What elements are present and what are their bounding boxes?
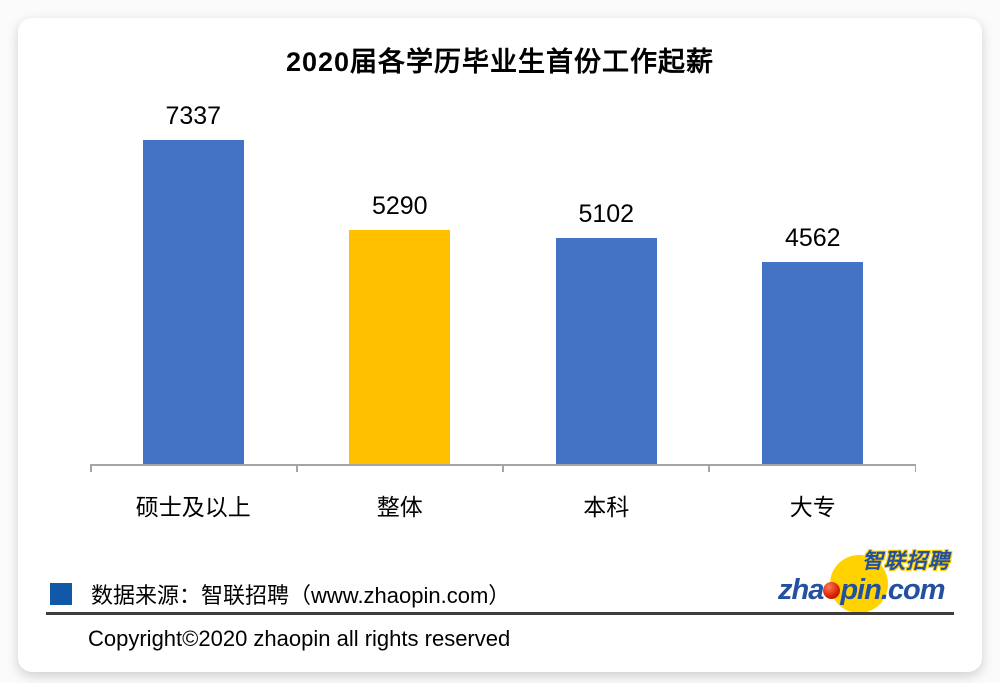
bar-group-college: 4562 xyxy=(710,226,917,464)
bar xyxy=(555,238,657,464)
logo-cn-text: 智联招聘 xyxy=(862,550,950,573)
category-label: 大专 xyxy=(789,494,836,520)
axis-tick xyxy=(502,466,504,472)
bar xyxy=(142,140,244,464)
axis-tick xyxy=(914,466,916,472)
logo-red-ball-icon xyxy=(823,582,841,599)
plot-area: 7337 5290 5102 4562 xyxy=(90,104,917,466)
zhaopin-logo: 智联招聘 zha pin.com xyxy=(778,545,950,613)
bar-chart: 7337 5290 5102 4562 硕士及以上 xyxy=(90,104,917,522)
chart-card: 2020届各学历毕业生首份工作起薪 7337 5290 5102 4562 xyxy=(18,18,982,672)
category-label: 硕士及以上 xyxy=(135,494,251,520)
legend-swatch-icon xyxy=(50,583,72,605)
bar-group-masters: 7337 xyxy=(90,104,297,464)
bar xyxy=(762,262,864,464)
value-label: 5290 xyxy=(371,192,428,220)
logo-en-text: zha pin.com xyxy=(778,574,946,606)
bar-group-overall: 5290 xyxy=(297,194,504,464)
chart-title: 2020届各学历毕业生首份工作起薪 xyxy=(285,47,715,77)
logo-en-suffix: pin.com xyxy=(840,574,945,606)
axis-tick xyxy=(90,466,92,472)
category-label: 整体 xyxy=(376,494,423,520)
value-label: 7337 xyxy=(165,102,222,130)
value-label: 5102 xyxy=(578,200,635,228)
bar xyxy=(349,230,451,464)
x-axis-labels: 硕士及以上 整体 本科 大专 xyxy=(90,488,916,522)
value-label: 4562 xyxy=(784,224,841,252)
data-source-label: 数据来源：智联招聘（www.zhaopin.com） xyxy=(91,583,511,608)
footer-divider xyxy=(46,612,954,615)
x-axis-ticks xyxy=(90,466,916,472)
data-source-row: 数据来源：智联招聘（www.zhaopin.com） xyxy=(50,578,510,610)
axis-tick xyxy=(296,466,298,472)
logo-yellow-circle-icon xyxy=(830,555,888,613)
logo-en-prefix: zha xyxy=(778,574,824,606)
axis-tick xyxy=(708,466,710,472)
copyright-text: Copyright©2020 zhaopin all rights reserv… xyxy=(88,626,511,651)
category-label: 本科 xyxy=(583,494,630,520)
bar-group-bachelor: 5102 xyxy=(503,202,710,464)
